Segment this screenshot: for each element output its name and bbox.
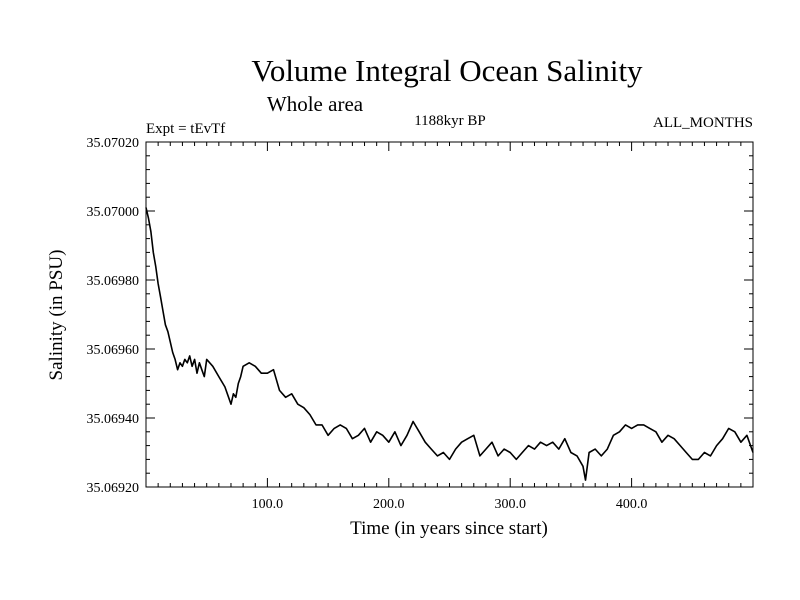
x-tick-label: 100.0	[252, 497, 284, 512]
y-axis-label: Salinity (in PSU)	[46, 250, 67, 381]
y-tick-label: 35.06940	[87, 412, 140, 427]
chart-subtitle: Whole area	[267, 92, 364, 116]
y-tick-label: 35.06920	[87, 481, 140, 496]
period-label: 1188kyr BP	[414, 113, 486, 129]
x-tick-label: 400.0	[616, 497, 648, 512]
x-axis-ticks	[157, 142, 742, 487]
months-label: ALL_MONTHS	[653, 115, 753, 131]
experiment-label: Expt = tEvTf	[146, 121, 225, 137]
x-tick-label: 300.0	[494, 497, 526, 512]
salinity-series-line	[145, 207, 754, 481]
y-tick-label: 35.07000	[87, 205, 140, 220]
x-axis-label: Time (in years since start)	[350, 518, 548, 539]
chart-title: Volume Integral Ocean Salinity	[251, 53, 643, 88]
y-tick-label: 35.06960	[87, 343, 140, 358]
x-tick-label: 200.0	[373, 497, 405, 512]
x-axis-tick-labels: 100.0 200.0 300.0 400.0	[252, 497, 648, 512]
y-tick-label: 35.07020	[87, 136, 140, 151]
y-tick-label: 35.06980	[87, 274, 140, 289]
plot-frame	[145, 141, 754, 488]
y-axis-ticks	[146, 155, 753, 474]
y-axis-tick-labels: 35.06920 35.06940 35.06960 35.06980 35.07000…	[87, 136, 140, 496]
